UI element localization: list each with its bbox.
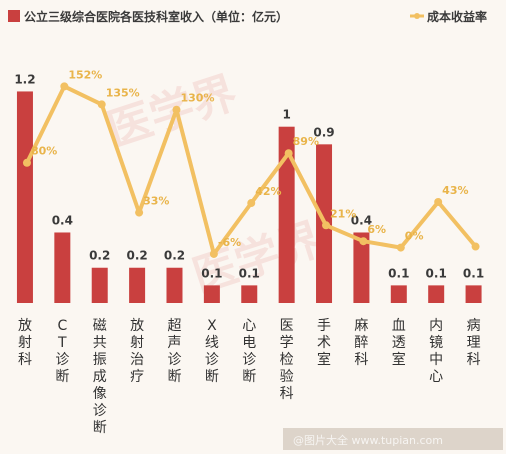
legend-bar-swatch [8, 10, 20, 22]
footer-watermark: @图片大全 www.tupian.com [293, 433, 443, 447]
category-label: 放射科 [18, 318, 32, 368]
category-label: 病理科 [467, 318, 481, 368]
bar [353, 232, 370, 303]
category-label: 医学检验科 [280, 318, 294, 402]
bar-value-label: 0.1 [201, 266, 222, 280]
bar-value-label: 0.1 [426, 266, 447, 280]
category-label: 心电诊断 [242, 318, 256, 385]
legend-line-marker [414, 13, 420, 19]
bar-value-label: 0.2 [164, 249, 185, 263]
category-label: C T 诊断 [55, 318, 69, 385]
rate-value-label: 135% [106, 86, 140, 99]
bar-value-label: 0.2 [89, 249, 110, 263]
bar-value-label: 0.1 [463, 266, 484, 280]
watermark-text: 医学界 [102, 67, 243, 156]
bar [129, 267, 146, 303]
rate-point [471, 242, 480, 251]
bar-series: 1.2 0.4 0.2 0.2 0.2 0.1 0.1 1 0.9 0.4 0.1 0.1 0.1 [14, 72, 484, 303]
rate-value-label: 43% [442, 184, 468, 197]
rate-value-label: -6% [218, 236, 241, 249]
bar-value-label: 1 [282, 108, 290, 122]
bar [91, 267, 108, 303]
bar [465, 285, 482, 303]
rate-value-label: 21% [330, 207, 356, 220]
rate-point [60, 82, 69, 91]
bar [203, 285, 220, 303]
rate-point [396, 243, 405, 252]
bar-value-label: 0.4 [351, 213, 372, 227]
category-label: 内镜中心 [429, 318, 443, 385]
rate-value-label: 33% [143, 195, 169, 208]
rate-value-label: 80% [31, 145, 57, 158]
bar-value-label: 0.2 [126, 249, 147, 263]
rate-value-label: 152% [68, 68, 102, 81]
rate-value-label: 6% [367, 223, 386, 236]
category-label: 超声诊断 [167, 318, 181, 385]
footer-watermark-bg [283, 428, 503, 450]
rate-value-label: 0% [405, 230, 424, 243]
category-label: 麻醉科 [354, 318, 368, 368]
category-labels: 放射科 C T 诊断 磁共振成像诊断 放射治疗 超声诊断 X 线诊断 心电诊断 医学检验科 手术室 麻醉… [18, 318, 481, 436]
category-label: 血透室 [392, 318, 406, 368]
rate-point [22, 158, 31, 167]
bar [390, 285, 407, 303]
bar [241, 285, 258, 303]
rate-point [135, 208, 144, 217]
rate-value-label: 130% [180, 92, 214, 105]
rate-point [97, 100, 106, 109]
rate-point [359, 237, 368, 246]
category-label: 磁共振成像诊断 [93, 318, 107, 436]
bar-value-label: 0.9 [313, 125, 334, 139]
rate-point [434, 197, 443, 206]
rate-value-label: 89% [293, 135, 319, 148]
rate-point [284, 149, 293, 158]
rate-point [172, 105, 181, 114]
legend: 公立三级综合医院各医技科室收入（单位：亿元） 成本收益率 [8, 9, 487, 24]
rate-value-label: 42% [255, 185, 281, 198]
bar-value-label: 0.1 [239, 266, 260, 280]
legend-line-label: 成本收益率 [427, 9, 487, 24]
bar [428, 285, 445, 303]
bar-value-label: 0.4 [52, 213, 73, 227]
bar-value-label: 1.2 [14, 72, 35, 86]
line-series: 80% 152% 135% 33% 130% -6% 42% 89% 21% 6% 0% 43% [22, 68, 480, 258]
category-label: 放射治疗 [130, 318, 144, 385]
bar [54, 232, 71, 303]
rate-point [247, 199, 256, 208]
bar [278, 126, 295, 303]
rate-point [322, 221, 331, 230]
bar [166, 267, 183, 303]
bar [16, 91, 33, 303]
legend-bar-label: 公立三级综合医院各医技科室收入（单位：亿元） [24, 9, 288, 24]
rate-point [209, 249, 218, 258]
category-label: 手术室 [317, 318, 331, 368]
category-label: X 线诊断 [205, 318, 219, 385]
bar-value-label: 0.1 [388, 266, 409, 280]
